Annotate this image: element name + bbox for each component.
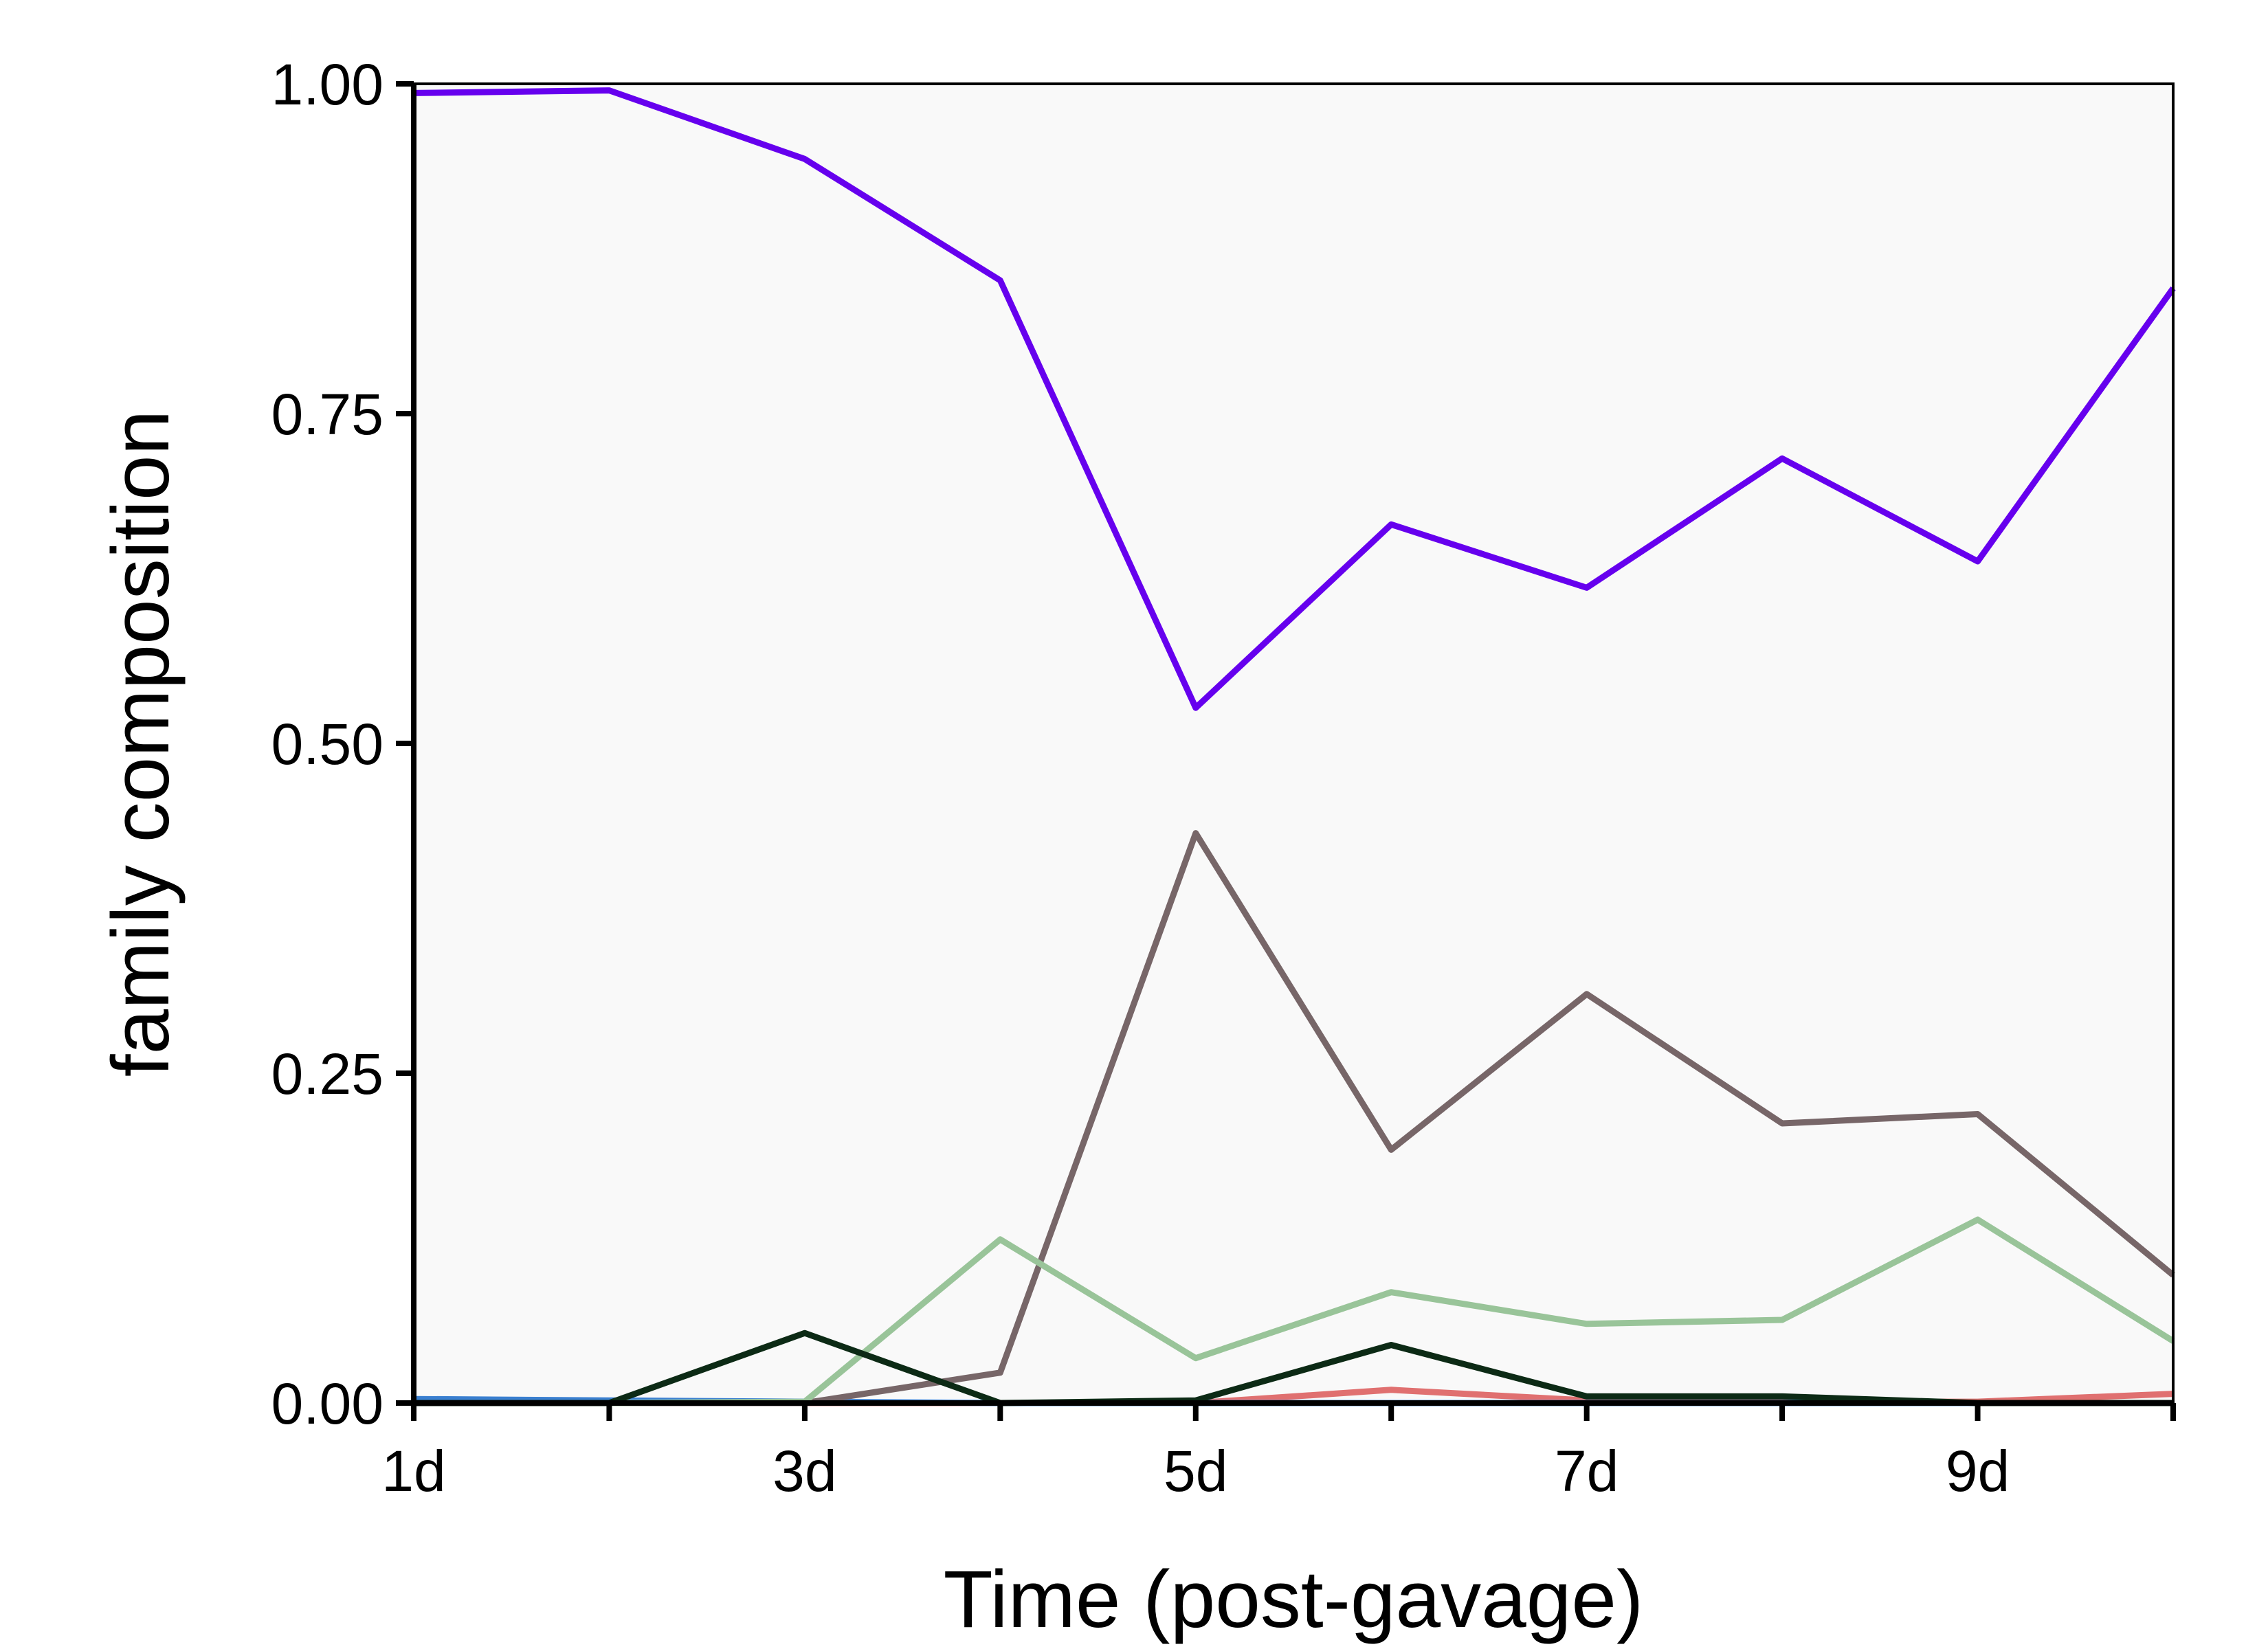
tick-layer: 0.00 0.25 0.50 0.75 1.00 1d 3d 5d 7d 9d	[271, 52, 2176, 1503]
y-tick-label: 0.00	[271, 1371, 384, 1436]
x-axis-title: Time (post-gavage)	[944, 1554, 1644, 1645]
y-tick-label: 0.50	[271, 712, 384, 776]
x-tick-label: 7d	[1555, 1439, 1619, 1503]
y-tick-label: 1.00	[271, 52, 384, 117]
plot-background	[414, 84, 2173, 1403]
y-axis-title: family composition	[96, 410, 186, 1077]
x-tick-label: 3d	[772, 1439, 836, 1503]
x-tick-label: 1d	[381, 1439, 445, 1503]
x-tick-label: 5d	[1164, 1439, 1227, 1503]
x-tick-label: 9d	[1946, 1439, 2010, 1503]
series-line-6	[413, 87, 2176, 711]
y-tick-label: 0.75	[271, 382, 384, 447]
series-line-5	[414, 1330, 2173, 1406]
y-tick-label: 0.25	[271, 1042, 384, 1106]
